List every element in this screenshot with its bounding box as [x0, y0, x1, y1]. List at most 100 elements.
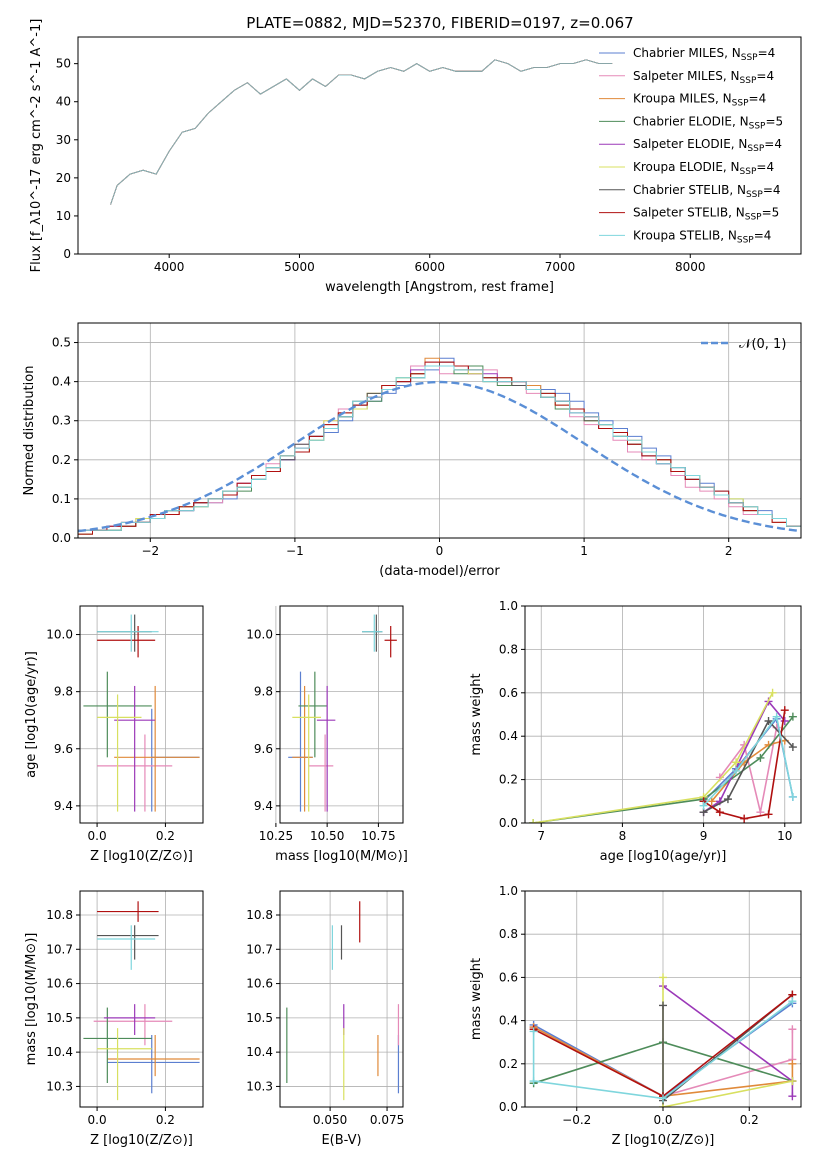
- weight-line: [532, 716, 794, 823]
- axes-frame: [79, 605, 204, 824]
- x-tick-label: 0: [436, 544, 444, 558]
- axes-frame: [77, 36, 802, 255]
- legend-label: Salpeter MILES, NSSP=4: [633, 69, 774, 86]
- x-tick-label: 8: [619, 829, 627, 843]
- x-axis-label: (data-model)/error: [379, 564, 500, 579]
- weight-marker: [764, 717, 773, 726]
- y-axis-label: Normed distribution: [22, 366, 37, 496]
- weight-line: [532, 692, 774, 823]
- spectrum-line: [110, 59, 613, 205]
- legend-subscript: SSP: [737, 235, 754, 245]
- y-tick-label: 0.2: [499, 1057, 518, 1071]
- y-tick-label: 50: [56, 57, 71, 71]
- weight-marker: [788, 743, 797, 752]
- y-tick-label: 0.8: [499, 927, 518, 941]
- y-tick-label: 40: [56, 95, 71, 109]
- legend-label: Kroupa STELIB, NSSP=4: [633, 228, 771, 245]
- y-tick-label: 0.4: [52, 375, 71, 389]
- legend-subscript: SSP: [740, 167, 757, 177]
- x-axis-label: Z [log10(Z/Z⊙)]: [612, 1133, 715, 1148]
- y-axis-label: age [log10(age/yr)]: [24, 651, 39, 778]
- x-axis-label: mass [log10(M/M⊙)]: [275, 849, 408, 864]
- x-axis-label: Z [log10(Z/Z⊙)]: [90, 849, 193, 864]
- y-tick-label: 0.0: [499, 816, 518, 830]
- weight-marker: [756, 753, 765, 762]
- weight-marker: [788, 1059, 797, 1068]
- histogram-steps: [78, 365, 801, 538]
- weight-marker: [659, 1094, 667, 1103]
- y-tick-label: 1.0: [499, 599, 518, 613]
- weight-line: [532, 1000, 793, 1100]
- weight-line: [662, 977, 793, 1107]
- y-tick-label: 0.4: [499, 1014, 518, 1028]
- x-tick-label: 10.50: [310, 829, 344, 843]
- y-tick-label: 30: [56, 133, 71, 147]
- weight-marker: [659, 1001, 667, 1010]
- y-tick-label: 9.6: [254, 742, 273, 756]
- y-tick-label: 10.0: [246, 628, 273, 642]
- axes-frame: [524, 605, 802, 824]
- legend-label: 𝒩(0, 1): [739, 337, 786, 352]
- y-tick-label: 1.0: [499, 884, 518, 898]
- y-tick-label: 0: [63, 247, 71, 261]
- x-axis-label: wavelength [Angstrom, rest frame]: [325, 280, 554, 295]
- y-tick-label: 10.3: [46, 1079, 73, 1093]
- y-axis-label: mass [log10(M/M⊙)]: [24, 933, 39, 1066]
- y-tick-label: 10.7: [246, 942, 273, 956]
- plot-area: [83, 901, 200, 1101]
- weight-marker: [723, 795, 732, 804]
- weight-marker: [659, 973, 667, 982]
- y-tick-label: 20: [56, 171, 71, 185]
- weight-vs-metallicity-panel: −0.2 0.0 0.2 0.0 0.2 0.4 0.6 0.8 1.0 Z [log10(Z/Z…: [469, 884, 802, 1148]
- legend-count: =4: [756, 69, 774, 83]
- weight-marker: [772, 712, 781, 721]
- histogram-steps: [78, 361, 801, 538]
- x-tick-label: 0.2: [156, 829, 175, 843]
- y-tick-label: 10.8: [46, 908, 73, 922]
- y-axis-label: mass weight: [469, 958, 484, 1040]
- x-tick-label: 8000: [675, 260, 706, 274]
- weight-marker: [756, 808, 765, 817]
- y-tick-label: 10.4: [246, 1045, 273, 1059]
- weight-marker: [732, 758, 741, 767]
- legend-count: =5: [762, 206, 780, 220]
- x-tick-label: 0.050: [313, 1113, 347, 1127]
- y-tick-label: 0.6: [499, 970, 518, 984]
- spectrum-line: [110, 59, 613, 205]
- y-tick-label: 10: [56, 209, 71, 223]
- y-axis-label: mass weight: [469, 673, 484, 755]
- x-tick-label: 10.75: [361, 829, 395, 843]
- weight-marker: [788, 997, 797, 1006]
- weight-vs-age-panel: 7 8 9 10 0.0 0.2 0.4 0.6 0.8 1.0 age [log10(age/yr…: [469, 599, 802, 864]
- weight-line: [711, 739, 786, 802]
- x-axis-label: age [log10(age/yr)]: [600, 849, 727, 864]
- spectrum-line: [110, 59, 613, 205]
- x-axis-label: Z [log10(Z/Z⊙)]: [90, 1133, 193, 1148]
- weight-marker: [764, 810, 773, 819]
- legend-subscript: SSP: [747, 144, 764, 154]
- legend-count: =4: [754, 228, 772, 242]
- y-axis-label: Flux [f_λ10^-17 erg cm^-2 s^-1 A^-1]: [29, 19, 44, 273]
- residuals-panel: −2 −1 0 1 2 0.0 0.1 0.2 0.3 0.4 0.5 (data-model)/er…: [22, 322, 802, 579]
- y-tick-label: 0.2: [52, 453, 71, 467]
- weight-marker: [788, 1077, 797, 1086]
- page-title: PLATE=0882, MJD=52370, FIBERID=0197, z=0…: [246, 14, 633, 32]
- x-tick-label: −1: [286, 544, 304, 558]
- x-axis-label: E(B-V): [321, 1133, 361, 1148]
- plot-area: [529, 973, 797, 1107]
- y-tick-label: 0.3: [52, 414, 71, 428]
- weight-marker: [788, 1092, 797, 1101]
- y-tick-label: 10.7: [46, 942, 73, 956]
- y-tick-label: 9.8: [254, 685, 273, 699]
- axes-frame: [79, 890, 204, 1108]
- y-tick-label: 10.6: [246, 977, 273, 991]
- weight-line: [533, 1026, 794, 1098]
- weight-marker: [788, 792, 797, 801]
- weight-marker: [715, 808, 724, 817]
- y-tick-label: 0.0: [52, 531, 71, 545]
- y-tick-label: 9.4: [54, 799, 73, 813]
- x-tick-label: 0.0: [88, 829, 107, 843]
- y-tick-label: 0.6: [499, 686, 518, 700]
- spectrum-panel: 4000 5000 6000 7000 8000 0 10 20 30 40 50 wavelengt…: [29, 19, 802, 295]
- normal-curve: [78, 380, 801, 533]
